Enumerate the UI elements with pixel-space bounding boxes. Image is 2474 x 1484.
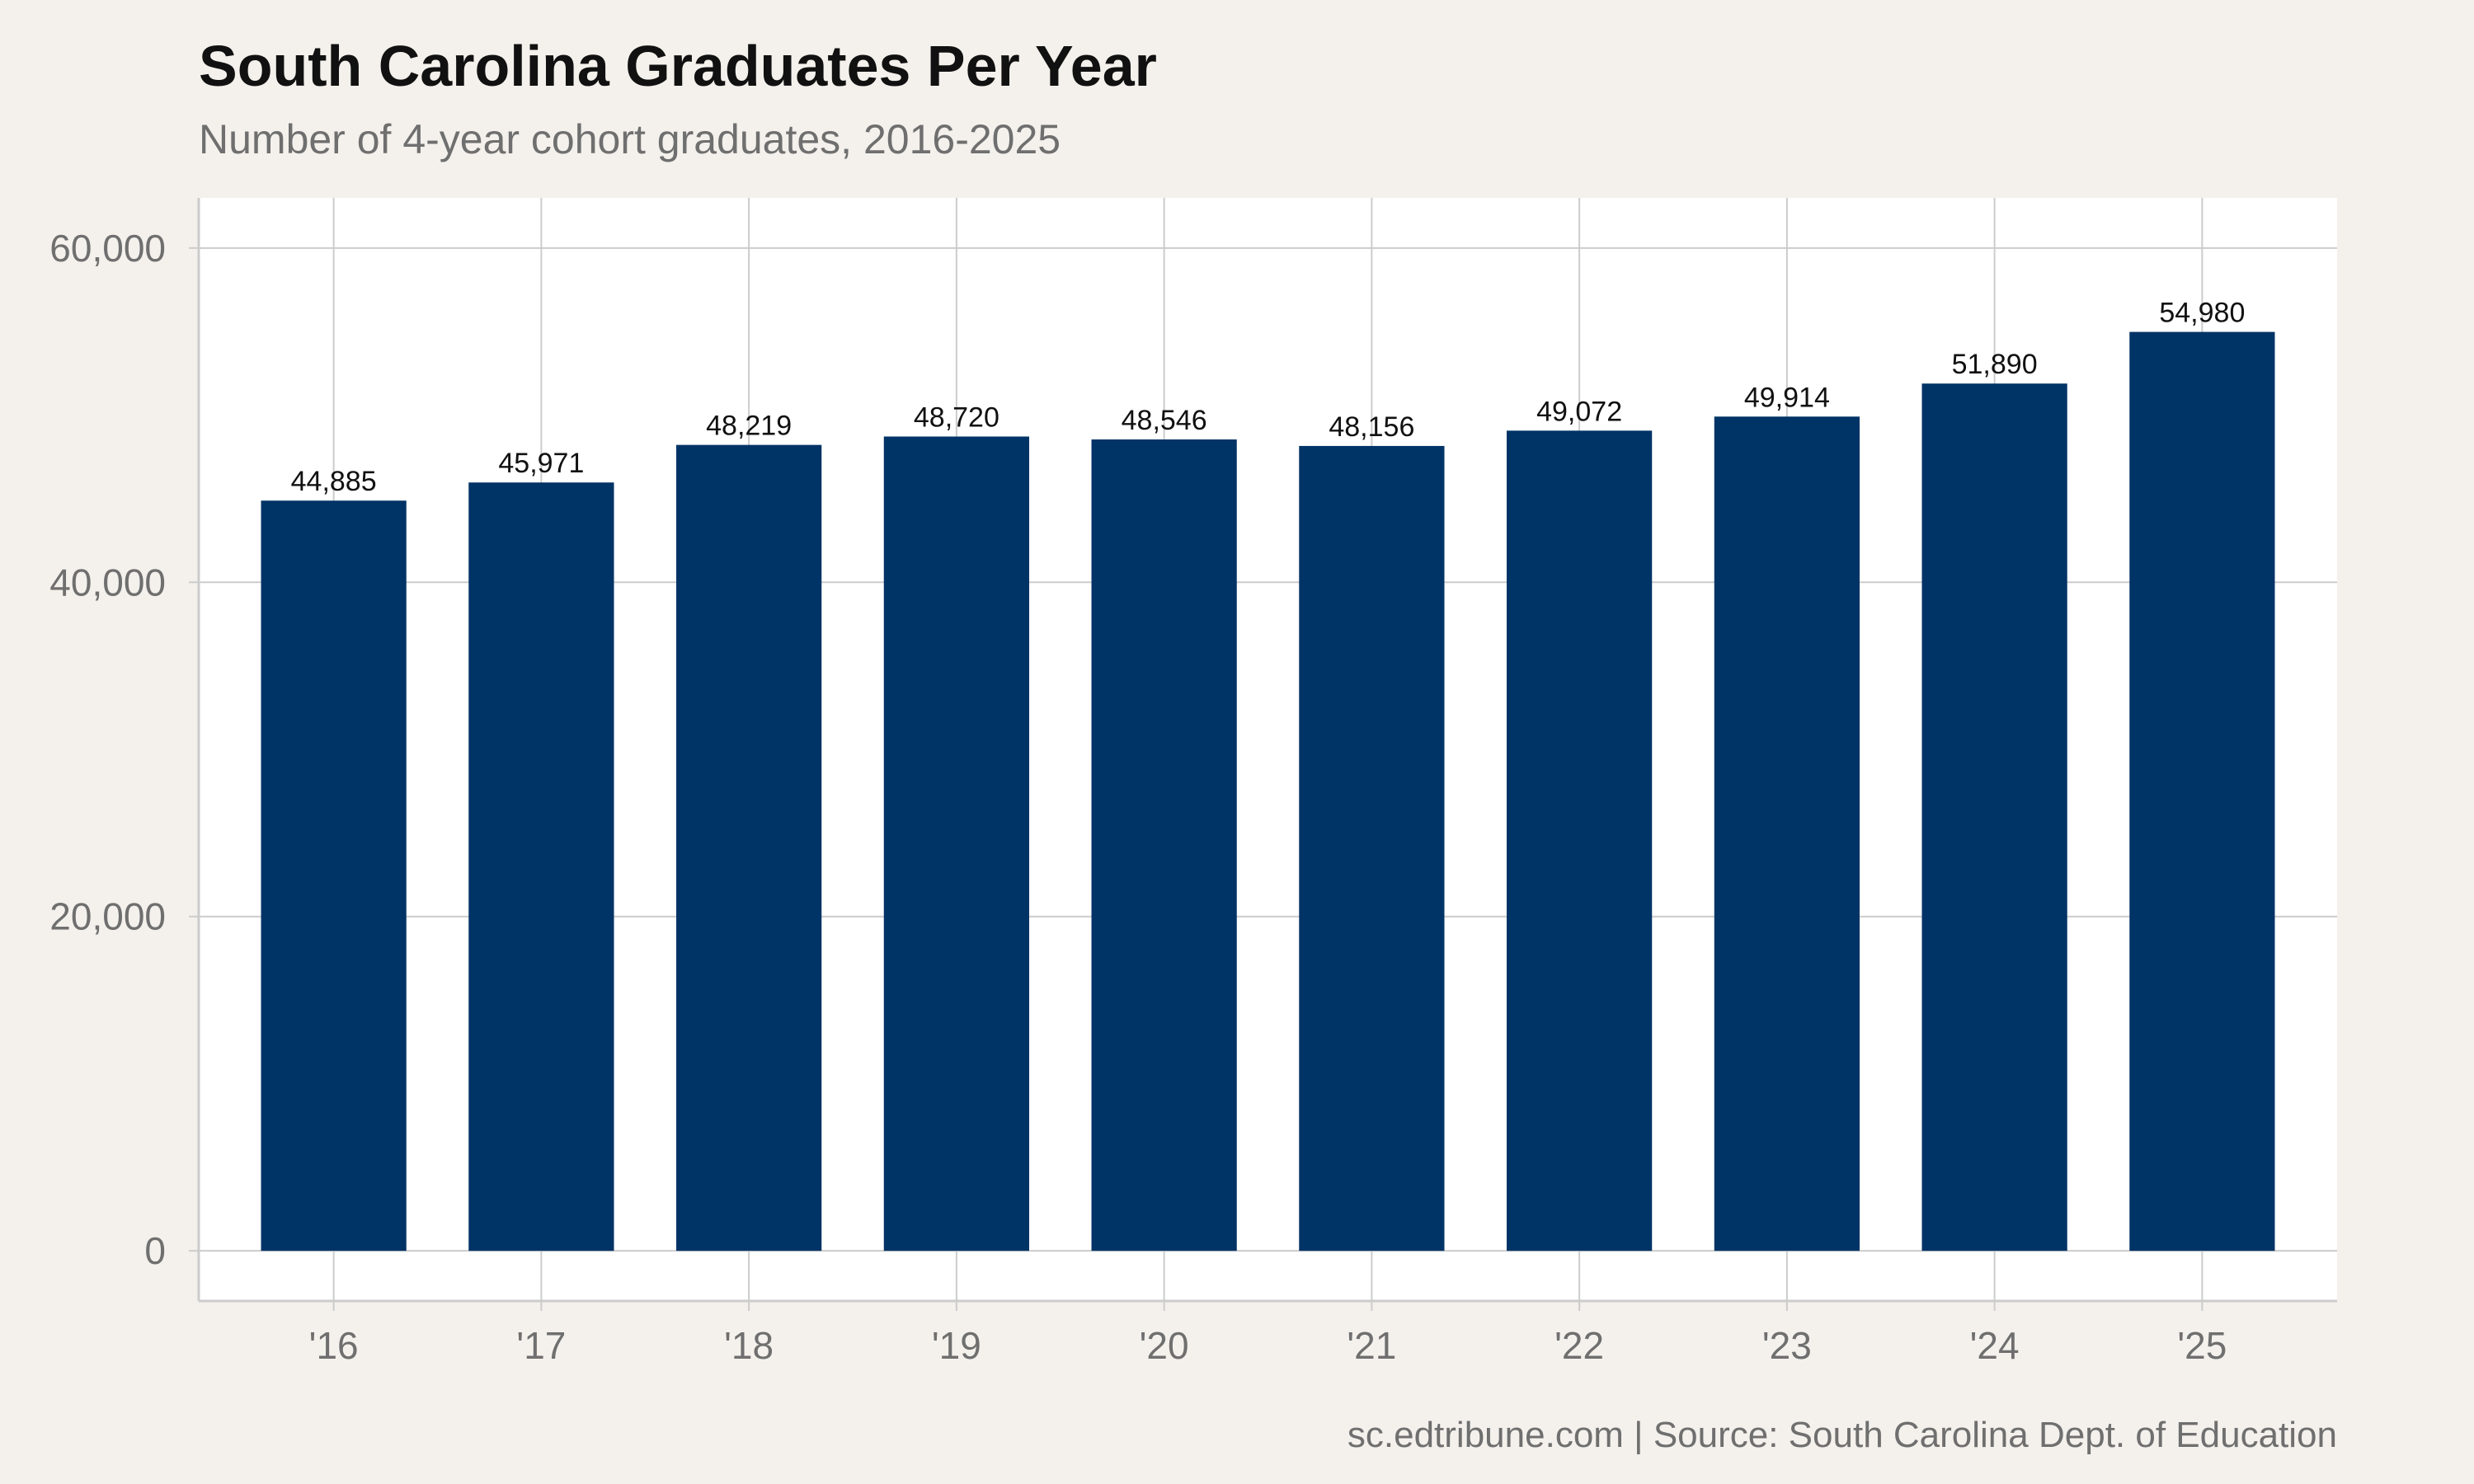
y-tick-label: 0 <box>144 1229 166 1272</box>
bar <box>1091 439 1237 1252</box>
bar <box>1299 445 1445 1252</box>
bar <box>1714 416 1860 1252</box>
bar <box>468 482 614 1252</box>
x-tick-label: '21 <box>1347 1324 1396 1367</box>
x-tick-label: '20 <box>1140 1324 1189 1367</box>
x-tick-label: '23 <box>1762 1324 1812 1367</box>
chart-caption: sc.edtribune.com | Source: South Carolin… <box>1347 1415 2337 1455</box>
axes: 0 20,000 40,000 60,000 '16 '17 '18 '19 '20 '21 '22… <box>49 198 2337 1367</box>
bar-value-label: 49,072 <box>1536 396 1622 427</box>
bar <box>1507 430 1653 1252</box>
y-tick-label: 60,000 <box>49 227 166 270</box>
bar-value-label: 48,156 <box>1329 411 1414 443</box>
bar-value-label: 45,971 <box>498 448 584 479</box>
bar <box>676 444 822 1252</box>
bar-value-label: 49,914 <box>1744 382 1830 413</box>
y-tick-label: 20,000 <box>49 895 166 938</box>
bar <box>883 436 1029 1252</box>
bar-value-labels: 44,885 45,971 48,219 48,720 48,546 48,156 49,0… <box>291 298 2246 498</box>
bar-value-label: 51,890 <box>1952 349 2038 380</box>
bar-series <box>261 331 2275 1252</box>
bar <box>1921 383 2067 1252</box>
bar <box>261 500 407 1252</box>
bar-value-label: 48,546 <box>1122 405 1207 436</box>
chart-title: South Carolina Graduates Per Year <box>199 34 1157 98</box>
x-tick-label: '17 <box>516 1324 566 1367</box>
x-tick-label: '25 <box>2177 1324 2227 1367</box>
chart-subtitle: Number of 4-year cohort graduates, 2016-… <box>199 116 1061 162</box>
bar-value-label: 48,219 <box>706 411 792 442</box>
x-tick-label: '16 <box>309 1324 359 1367</box>
bar-value-label: 48,720 <box>914 402 999 433</box>
bar-value-label: 44,885 <box>291 466 377 497</box>
bar-value-label: 54,980 <box>2159 298 2245 329</box>
bar <box>2129 331 2275 1252</box>
y-tick-label: 40,000 <box>49 561 166 603</box>
x-tick-label: '18 <box>724 1324 774 1367</box>
x-tick-label: '24 <box>1970 1324 2020 1367</box>
x-tick-label: '19 <box>932 1324 981 1367</box>
x-tick-label: '22 <box>1554 1324 1604 1367</box>
